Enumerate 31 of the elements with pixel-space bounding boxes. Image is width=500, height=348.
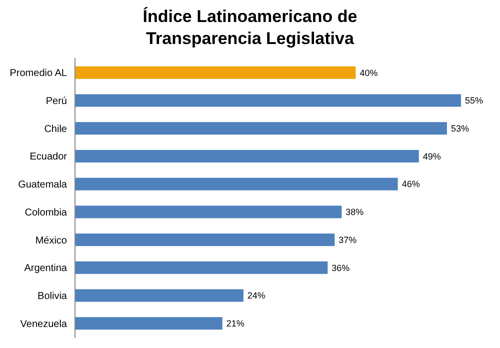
bar [75, 94, 461, 107]
y-tick-label: Ecuador [30, 152, 68, 163]
data-label: 21% [226, 318, 244, 329]
y-tick-label: Perú [46, 96, 67, 107]
bar [75, 234, 335, 246]
y-tick-label: Promedio AL [10, 68, 68, 80]
bar [75, 261, 328, 274]
bar [75, 66, 356, 79]
y-tick-label: Chile [44, 124, 68, 135]
data-label: 37% [338, 234, 357, 245]
bar [75, 289, 244, 302]
y-tick-label: Bolivia [38, 291, 68, 302]
bar [75, 178, 398, 190]
y-tick-label: México [35, 235, 68, 246]
y-tick-label: Guatemala [18, 180, 68, 191]
y-tick-label: Colombia [24, 207, 68, 218]
bar [75, 206, 342, 218]
y-tick-label: Venezuela [20, 318, 68, 330]
y-tick-label: Argentina [24, 263, 68, 274]
bar [75, 317, 222, 330]
chart-title: Índice Latinoamericano de Transparencia Legislativa [142, 6, 358, 48]
data-label: 40% [360, 68, 378, 78]
data-label: 24% [247, 290, 266, 301]
data-label: 38% [346, 207, 364, 218]
data-label: 49% [422, 151, 441, 162]
data-label: 55% [464, 96, 483, 106]
data-label: 46% [402, 179, 420, 190]
data-label: 53% [450, 124, 469, 134]
bar [75, 122, 447, 135]
bar [75, 150, 419, 162]
data-label: 36% [332, 262, 350, 273]
